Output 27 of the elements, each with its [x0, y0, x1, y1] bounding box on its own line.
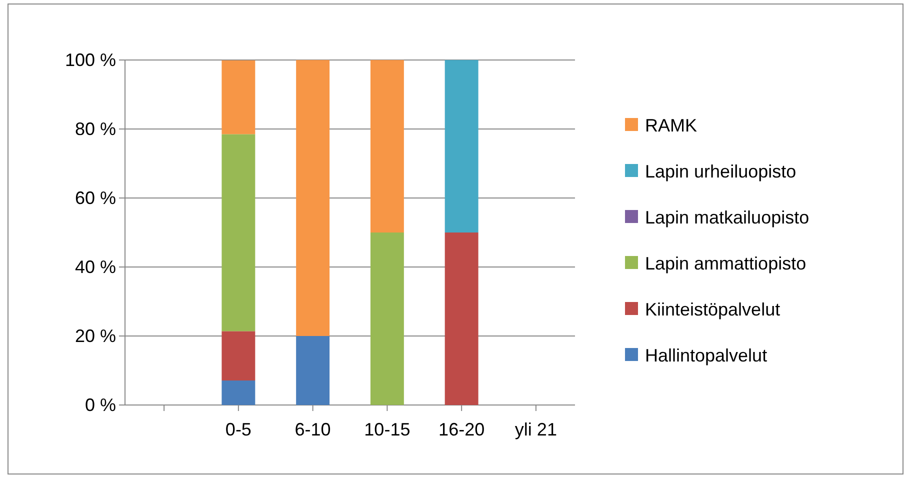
bar: [370, 60, 404, 232]
bar: [296, 336, 330, 405]
y-tick-label: 100 %: [64, 50, 116, 70]
bar: [222, 331, 256, 381]
legend-label: Lapin urheiluopisto: [645, 161, 796, 182]
x-tick-label: yli 21: [514, 420, 557, 440]
x-tick-label: 0-5: [225, 420, 252, 440]
bar: [296, 60, 330, 336]
bar: [222, 380, 256, 405]
x-tick-label: 16-20: [438, 420, 485, 440]
y-tick-label: 20 %: [74, 326, 116, 346]
y-tick-label: 40 %: [74, 256, 116, 277]
bar: [444, 232, 478, 405]
legend-label: Kiinteistöpalvelut: [645, 299, 780, 320]
bar: [444, 60, 478, 232]
y-tick-label: 60 %: [74, 188, 116, 208]
bar: [222, 134, 256, 332]
legend-label: Lapin ammattiopisto: [645, 253, 806, 274]
bar: [370, 232, 404, 405]
legend-label: Hallintopalvelut: [645, 345, 768, 366]
bar: [222, 60, 256, 134]
x-tick-label: 6-10: [294, 420, 331, 440]
x-tick-label: 10-15: [364, 420, 410, 440]
y-tick-label: 80 %: [74, 118, 116, 139]
legend-label: Lapin matkailuopisto: [645, 207, 810, 228]
legend-label: RAMK: [645, 115, 698, 136]
y-tick-label: 0 %: [84, 394, 116, 415]
